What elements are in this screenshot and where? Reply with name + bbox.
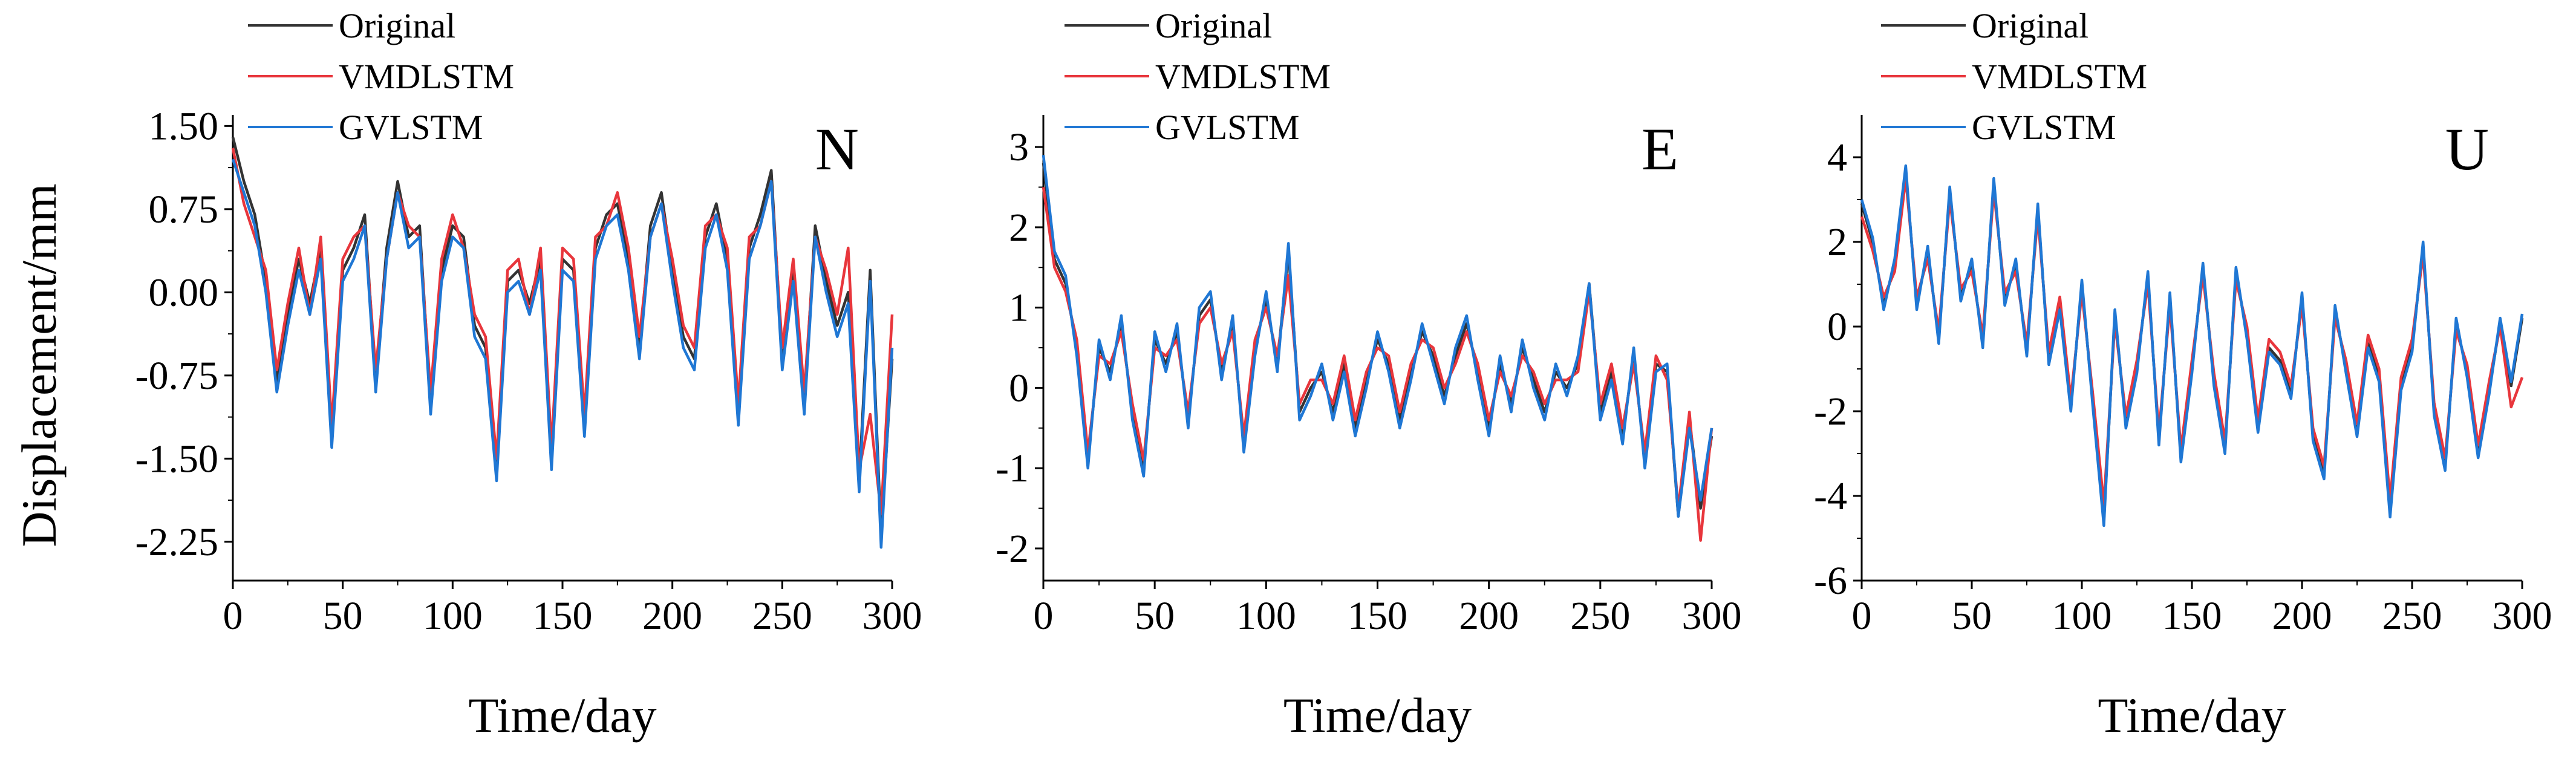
x-tick-label: 150 [1348,594,1407,638]
series-line-original [1860,168,2524,523]
y-tick-label: 0 [1009,366,1029,410]
panel-e: -2 -1 0 1 2 3 0 50 100 150 200 250 300 Time/day E Origi… [996,6,1741,743]
y-tick-label: -0.75 [135,354,218,398]
x-tick-label: 200 [642,594,702,638]
x-tick-label: 0 [223,594,243,638]
y-tick-label: 3 [1009,125,1029,169]
legend-label: VMDLSTM [339,57,514,96]
x-axis-title: Time/day [1283,688,1472,743]
x-tick-label: 150 [2162,594,2222,638]
legend-label: GVLSTM [339,108,483,147]
legend-label: Original [1972,6,2089,45]
x-axis-title: Time/day [2098,688,2286,743]
x-tick-label: 200 [2272,594,2332,638]
y-tick-label: -2 [1814,389,1847,434]
y-tick-label: -2.25 [135,520,218,564]
y-tick-label: -4 [1814,474,1847,518]
legend-label: VMDLSTM [1155,57,1331,96]
x-tick-label: 50 [1952,594,1992,638]
y-tick-label: 0 [1827,305,1847,349]
x-tick-label: 0 [1852,594,1872,638]
series-line-gvlstm [1042,155,1714,518]
series-line-gvlstm [231,158,894,549]
legend-label: GVLSTM [1155,108,1299,147]
series-line-gvlstm [1860,164,2524,527]
y-axis-title: Displacement/mm [11,183,67,547]
x-tick-label: 300 [2493,594,2552,638]
x-tick-label: 300 [862,594,922,638]
x-tick-label: 50 [323,594,363,638]
panel-label: N [815,116,859,183]
y-tick-label: 2 [1009,206,1029,250]
panel-label: U [2445,116,2489,183]
legend-label: GVLSTM [1972,108,2116,147]
legend-label: Original [339,6,455,45]
y-tick-label: 1 [1009,286,1029,330]
x-tick-label: 250 [752,594,812,638]
series-line-vmdlstm [1042,187,1714,542]
x-tick-label: 100 [423,594,483,638]
y-tick-label: 0.75 [149,187,219,232]
x-tick-label: 100 [1236,594,1296,638]
x-tick-label: 250 [1570,594,1630,638]
x-tick-label: 50 [1135,594,1175,638]
x-axis-title: Time/day [468,688,656,743]
panel-u: -6 -4 -2 0 2 4 0 50 100 150 200 250 300 Time/day U Orig… [1814,6,2552,743]
y-tick-label: 0.00 [149,270,219,314]
y-tick-label: -1.50 [135,437,218,481]
panel-label: E [1642,116,1678,183]
series-line-vmdlstm [1860,177,2524,506]
x-tick-label: 100 [2052,594,2112,638]
x-tick-label: 300 [1682,594,1742,638]
x-tick-label: 0 [1034,594,1054,638]
series-line-original [231,137,894,538]
y-tick-label: -2 [996,527,1029,571]
y-tick-label: 1.50 [149,104,219,148]
x-tick-label: 150 [533,594,593,638]
legend-label: VMDLSTM [1972,57,2147,96]
y-tick-label: -6 [1814,559,1847,603]
panel-n: -2.25 -1.50 -0.75 0.00 0.75 1.50 0 50 100 150 200 2… [135,6,922,743]
y-tick-label: 4 [1827,135,1847,180]
series-line-vmdlstm [231,148,894,516]
x-tick-label: 250 [2382,594,2442,638]
y-tick-label: -1 [996,446,1029,490]
y-tick-label: 2 [1827,220,1847,264]
x-tick-label: 200 [1459,594,1519,638]
legend-label: Original [1155,6,1272,45]
